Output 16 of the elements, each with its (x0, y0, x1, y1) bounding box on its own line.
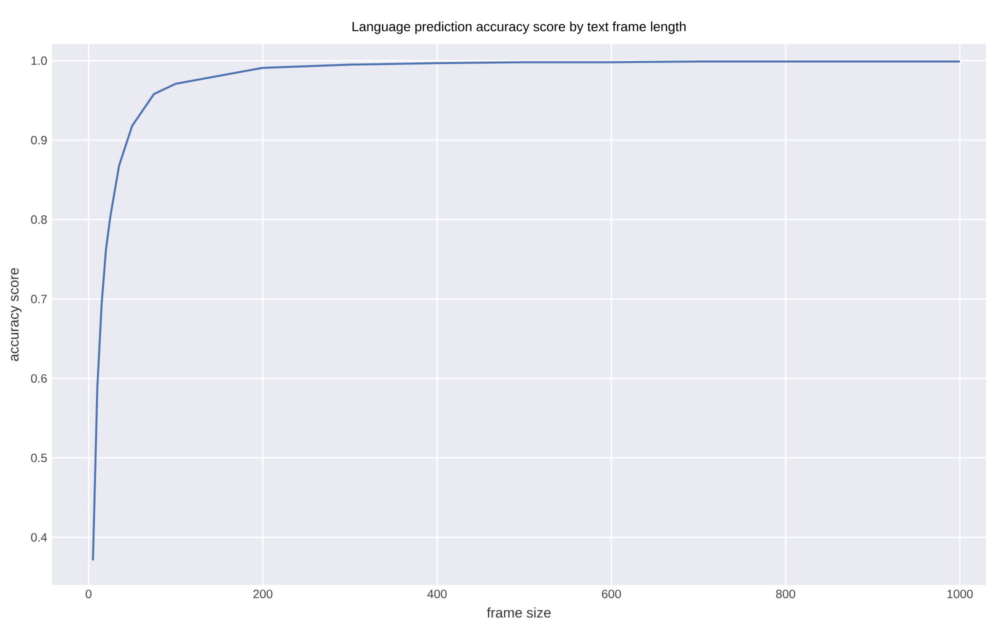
y-tick-label: 0.6 (31, 374, 47, 383)
x-tick-label: 600 (602, 590, 621, 598)
x-tick-label: 200 (253, 590, 272, 598)
y-tick-label: 0.8 (31, 215, 47, 224)
chart-title: Language prediction accuracy score by text frame length (352, 22, 686, 34)
y-tick-label: 0.5 (31, 454, 47, 462)
y-tick-label: 1.0 (32, 56, 47, 65)
x-tick-label: 1000 (947, 590, 973, 598)
x-tick-label: 800 (776, 590, 796, 598)
y-tick-label: 0.4 (31, 533, 47, 542)
x-tick-label: 400 (427, 590, 447, 598)
y-tick-label: 0.9 (31, 136, 47, 144)
x-tick-label: 0 (86, 590, 92, 598)
y-axis-title: accuracy score (11, 268, 22, 361)
y-tick-label: 0.7 (31, 294, 47, 304)
x-axis-title: frame size (486, 607, 551, 618)
